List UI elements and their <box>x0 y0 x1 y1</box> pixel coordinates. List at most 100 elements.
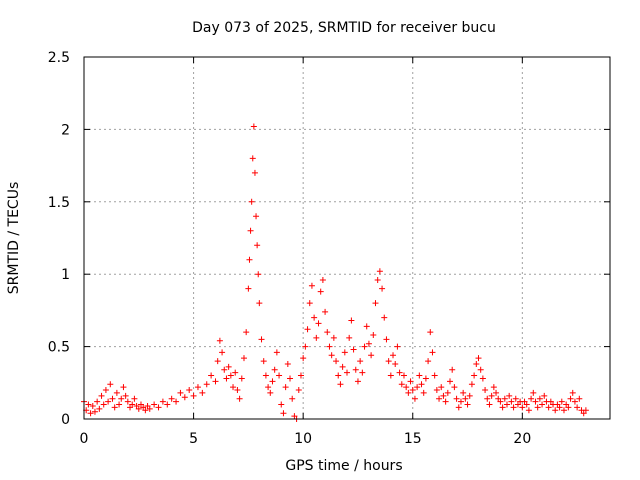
data-point <box>240 355 247 362</box>
data-point <box>100 401 107 408</box>
data-point <box>199 389 206 396</box>
x-axis-label: GPS time / hours <box>285 458 402 474</box>
data-point <box>317 288 324 295</box>
data-point <box>246 256 253 263</box>
data-point <box>249 155 256 162</box>
data-point <box>208 372 215 379</box>
data-point <box>203 381 210 388</box>
data-point <box>159 398 166 405</box>
data-point <box>109 395 116 402</box>
data-point <box>350 346 357 353</box>
data-point <box>248 198 255 205</box>
data-point <box>330 334 337 341</box>
data-point <box>131 395 138 402</box>
data-point <box>234 387 241 394</box>
data-point <box>230 384 237 391</box>
data-point <box>346 334 353 341</box>
data-point <box>256 300 263 307</box>
data-point <box>135 405 142 412</box>
data-point <box>403 384 410 391</box>
data-point <box>420 389 427 396</box>
data-point <box>173 398 180 405</box>
y-tick-label: 2 <box>61 122 70 138</box>
data-point <box>376 268 383 275</box>
data-point <box>295 387 302 394</box>
data-point <box>319 276 326 283</box>
data-point <box>333 358 340 365</box>
data-point <box>243 329 250 336</box>
data-point <box>493 389 500 396</box>
y-tick-label: 1 <box>61 267 70 283</box>
data-point <box>460 389 467 396</box>
x-tick-label: 20 <box>513 431 531 447</box>
data-point <box>344 369 350 376</box>
data-point <box>565 404 572 411</box>
data-point <box>499 404 506 411</box>
data-point <box>536 395 543 402</box>
data-point <box>89 402 96 409</box>
data-point <box>405 389 412 396</box>
data-point <box>486 401 493 408</box>
data-point <box>251 169 258 176</box>
data-point <box>464 401 471 408</box>
data-point <box>361 343 368 350</box>
data-point <box>398 381 405 388</box>
data-point <box>214 358 221 365</box>
data-point <box>414 384 421 391</box>
data-point <box>151 401 158 408</box>
data-point <box>287 375 294 382</box>
data-point <box>571 398 578 405</box>
data-point <box>221 366 228 373</box>
data-point <box>322 308 329 315</box>
data-point <box>113 389 120 396</box>
grid-lines <box>84 57 610 419</box>
data-point <box>368 352 375 359</box>
data-point <box>451 384 458 391</box>
data-point <box>258 336 265 343</box>
data-point <box>453 395 460 402</box>
data-point <box>105 398 112 405</box>
data-point <box>91 408 98 415</box>
data-point <box>392 360 399 367</box>
plot-frame <box>83 56 611 420</box>
data-point <box>232 369 239 376</box>
data-point <box>374 276 381 283</box>
data-point <box>383 336 390 343</box>
data-point <box>523 401 530 408</box>
data-point <box>164 401 171 408</box>
data-point <box>385 358 392 365</box>
data-point <box>427 329 434 336</box>
data-point <box>407 378 414 385</box>
data-point <box>525 407 532 414</box>
data-point <box>219 349 226 356</box>
data-point <box>530 389 537 396</box>
data-point <box>245 285 252 292</box>
data-point <box>409 387 416 394</box>
data-point <box>313 334 320 341</box>
data-point <box>455 404 462 411</box>
data-point <box>359 369 366 376</box>
data-point <box>107 381 114 388</box>
data-point <box>280 410 287 417</box>
data-point <box>519 404 526 411</box>
data-point <box>541 392 548 399</box>
data-point <box>444 389 451 396</box>
data-point <box>354 378 361 385</box>
data-point <box>418 381 425 388</box>
data-point <box>98 392 105 399</box>
data-point <box>539 401 546 408</box>
data-point <box>433 387 440 394</box>
y-axis-label: SRMTID / TECUs <box>6 182 22 295</box>
data-point <box>479 375 486 382</box>
data-point <box>363 323 370 330</box>
data-point <box>186 387 193 394</box>
data-point <box>387 372 394 379</box>
data-point <box>545 404 552 411</box>
data-point <box>155 404 162 411</box>
data-point <box>302 343 309 350</box>
data-point <box>289 395 296 402</box>
data-point <box>269 378 276 385</box>
data-point <box>129 401 136 408</box>
data-point <box>308 282 315 289</box>
